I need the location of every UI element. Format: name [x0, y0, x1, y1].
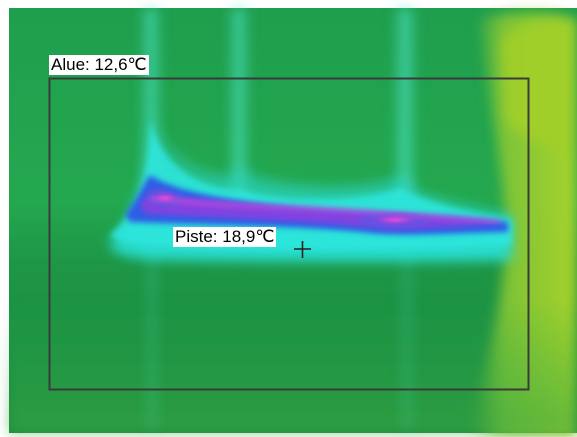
cold-streak [125, 175, 508, 235]
area-measurement-label: Alue: 12,6℃ [49, 55, 149, 75]
measurement-area-box [48, 77, 530, 391]
spot-measurement-label: Piste: 18,9℃ [173, 227, 277, 247]
crosshair-icon [294, 241, 311, 258]
warm-region [9, 12, 577, 437]
